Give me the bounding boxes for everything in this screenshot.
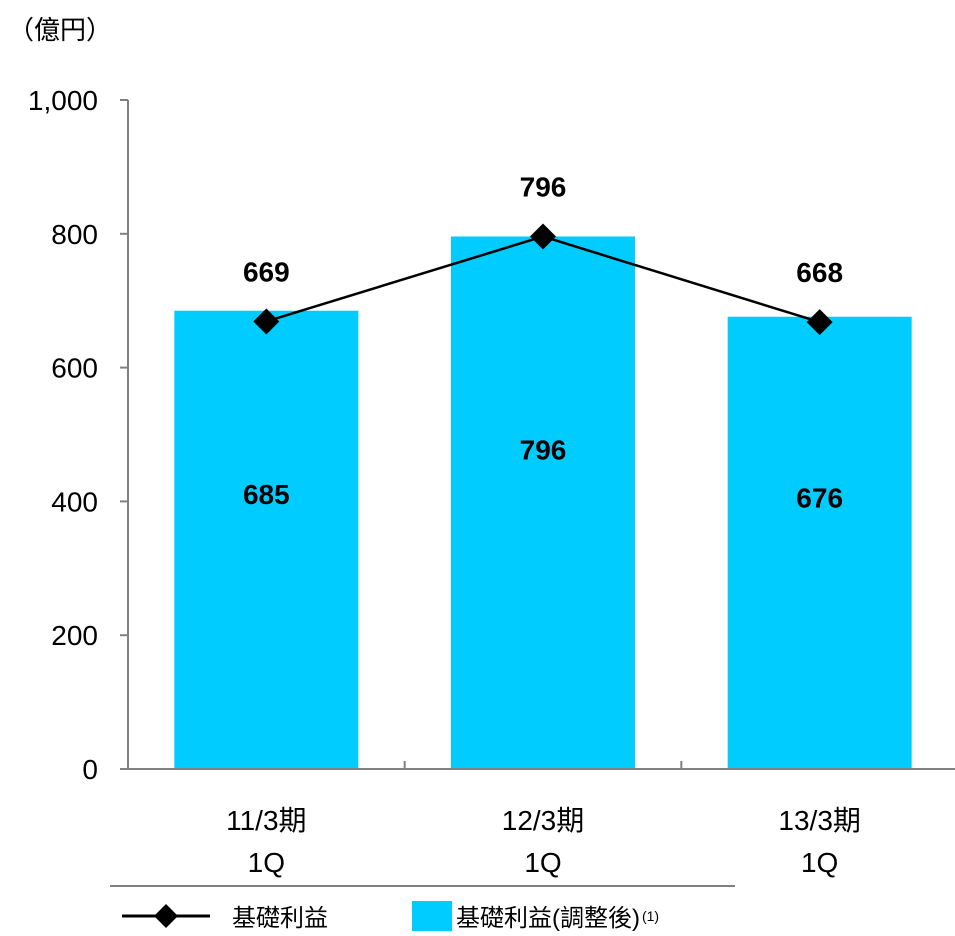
legend-bar-label: 基礎利益(調整後) bbox=[456, 905, 640, 932]
y-tick-label: 0 bbox=[82, 754, 98, 785]
line-point-diamond bbox=[253, 308, 280, 335]
x-tick-label: 13/3期 bbox=[778, 805, 861, 836]
legend-item-line: 基礎利益 bbox=[120, 898, 328, 933]
bar-data-label: 685 bbox=[243, 479, 290, 510]
legend-item-bar: 基礎利益(調整後) (1) bbox=[412, 898, 659, 933]
chart: 0 200 400 600 800 1,000 11/3期 1Q 12/3期 1Q 13/3期 1Q 6… bbox=[28, 85, 955, 887]
legend-line-diamond-icon bbox=[122, 903, 210, 928]
bar bbox=[174, 310, 359, 769]
legend-bar-swatch bbox=[412, 900, 452, 931]
bar bbox=[451, 236, 635, 769]
y-tick-label: 1,000 bbox=[28, 85, 98, 116]
x-tick-label: 12/3期 bbox=[502, 805, 585, 836]
line-point-diamond bbox=[530, 223, 556, 250]
legend: 基礎利益 基礎利益(調整後) (1) bbox=[120, 898, 820, 933]
bar-data-label: 676 bbox=[796, 483, 843, 514]
bar-data-label: 796 bbox=[520, 434, 567, 465]
y-tick-label: 600 bbox=[51, 353, 98, 384]
legend-line-label: 基礎利益 bbox=[232, 905, 328, 932]
unit-label: （億円） bbox=[8, 15, 113, 45]
line-data-label: 796 bbox=[520, 171, 567, 202]
y-tick-label: 800 bbox=[51, 219, 98, 250]
x-tick-label: 1Q bbox=[248, 847, 285, 878]
line-data-label: 669 bbox=[243, 256, 290, 287]
x-tick-label: 1Q bbox=[801, 847, 838, 878]
bar bbox=[727, 316, 912, 769]
x-tick-label: 1Q bbox=[524, 847, 561, 878]
line-point-diamond bbox=[806, 309, 833, 336]
legend-bar-note: (1) bbox=[641, 907, 660, 924]
x-tick-label: 11/3期 bbox=[226, 805, 306, 836]
line-data-label: 668 bbox=[796, 257, 843, 288]
y-tick-label: 200 bbox=[51, 620, 98, 651]
y-tick-label: 400 bbox=[51, 486, 98, 517]
